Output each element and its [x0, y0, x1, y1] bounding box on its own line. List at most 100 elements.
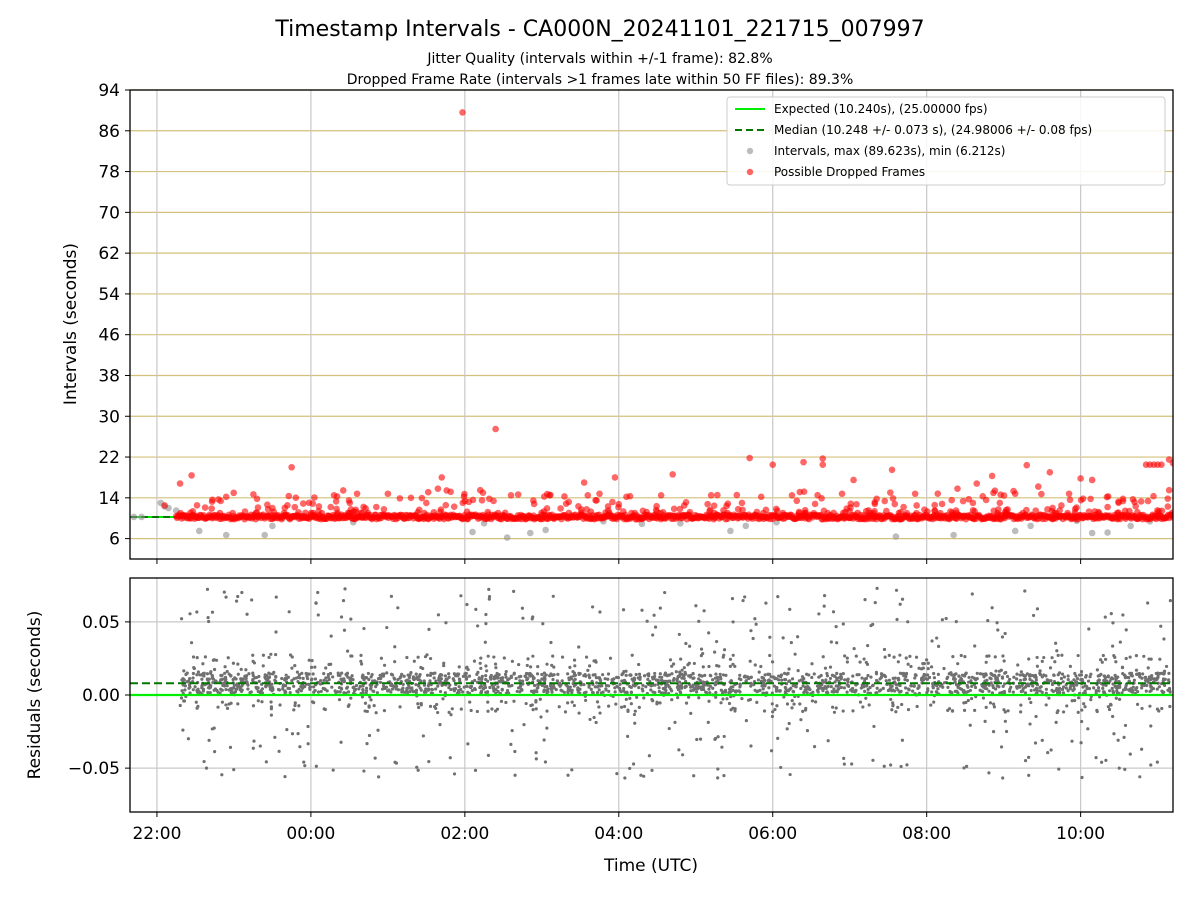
- residual-point: [211, 677, 215, 681]
- residual-point: [866, 643, 870, 648]
- residuals-y-axis-label: Residuals (seconds): [25, 611, 45, 780]
- residual-point: [861, 705, 865, 709]
- dropped-frame-point: [230, 489, 237, 497]
- residual-point: [534, 707, 538, 711]
- residual-point: [373, 679, 377, 683]
- x-tick-label: 04:00: [594, 824, 643, 844]
- residual-point: [354, 687, 358, 691]
- residual-point: [494, 666, 498, 670]
- residual-point: [1128, 671, 1132, 675]
- residual-point: [832, 710, 837, 714]
- residual-point: [801, 709, 805, 713]
- residual-point: [269, 700, 273, 704]
- residual-point: [509, 674, 513, 678]
- residual-point: [1023, 589, 1027, 593]
- residual-point: [475, 709, 479, 714]
- residual-point: [211, 680, 215, 685]
- residual-point: [484, 664, 488, 668]
- residual-point: [1065, 704, 1069, 708]
- residual-point: [964, 671, 968, 675]
- residual-point: [269, 705, 274, 709]
- legend-dropped-label: Possible Dropped Frames: [774, 165, 925, 179]
- residual-point: [504, 700, 508, 705]
- residual-point: [845, 656, 849, 660]
- residual-point: [509, 742, 513, 746]
- residual-point: [308, 687, 312, 691]
- residual-point: [255, 685, 259, 690]
- residual-point: [493, 662, 498, 666]
- residual-point: [699, 647, 704, 651]
- residual-point: [896, 688, 900, 692]
- residual-point: [788, 772, 792, 777]
- residual-point: [1102, 678, 1106, 683]
- residual-point: [269, 713, 273, 717]
- residual-point: [1035, 687, 1039, 691]
- dropped-frame-point: [1071, 505, 1079, 513]
- residual-point: [904, 656, 908, 660]
- residual-point: [862, 685, 866, 689]
- residual-point: [463, 672, 467, 676]
- residual-point: [1095, 708, 1099, 712]
- residual-point: [210, 674, 214, 678]
- residual-point: [723, 690, 728, 694]
- residual-point: [424, 690, 428, 694]
- residual-point: [728, 690, 732, 695]
- residual-point: [983, 684, 987, 688]
- residual-point: [1072, 678, 1076, 682]
- dropped-frame-point: [469, 496, 477, 504]
- residual-point: [644, 685, 648, 689]
- residual-point: [1082, 702, 1086, 706]
- dropped-frame-point: [309, 500, 317, 507]
- residual-point: [532, 691, 536, 695]
- residual-point: [584, 655, 589, 659]
- residual-point: [1168, 599, 1172, 603]
- residual-point: [1140, 747, 1144, 751]
- dropped-frame-point: [292, 494, 300, 502]
- dropped-frame-point: [1158, 461, 1165, 468]
- residual-point: [967, 680, 971, 684]
- residual-point: [657, 686, 661, 690]
- residual-point: [701, 665, 705, 669]
- residual-point: [936, 672, 940, 676]
- residual-point: [513, 773, 517, 777]
- residual-point: [225, 684, 229, 688]
- residual-point: [1027, 773, 1031, 777]
- residual-point: [479, 656, 483, 660]
- dropped-frame-point: [891, 500, 899, 508]
- residual-point: [513, 749, 517, 754]
- residual-point: [812, 672, 816, 676]
- residual-point: [892, 655, 896, 659]
- residual-point: [862, 657, 866, 661]
- residual-point: [484, 674, 488, 678]
- residual-point: [396, 606, 400, 610]
- residual-point: [1138, 675, 1142, 679]
- residual-point: [201, 662, 205, 666]
- residual-point: [761, 676, 766, 680]
- residual-point: [895, 617, 899, 622]
- residual-point: [587, 685, 591, 689]
- residual-point: [510, 729, 514, 733]
- residual-point: [1149, 657, 1153, 661]
- residual-point: [1132, 678, 1136, 682]
- residual-point: [394, 687, 398, 691]
- residual-point: [403, 690, 407, 694]
- dropped-frame-point: [1165, 486, 1173, 494]
- residual-point: [592, 659, 596, 663]
- residual-point: [684, 701, 689, 705]
- residual-point: [329, 634, 333, 638]
- residual-point: [677, 632, 681, 637]
- residual-point: [486, 700, 490, 704]
- dropped-frame-point: [318, 509, 326, 517]
- residual-point: [769, 679, 773, 683]
- residual-point: [422, 679, 426, 683]
- residual-point: [342, 679, 346, 683]
- residual-point: [449, 687, 453, 692]
- residual-point: [522, 723, 526, 727]
- residual-point: [924, 658, 929, 662]
- residual-point: [1117, 766, 1121, 770]
- residual-point: [823, 685, 828, 689]
- interval-point: [892, 533, 900, 540]
- residual-point: [180, 689, 184, 693]
- residual-point: [227, 688, 231, 692]
- residual-point: [1018, 678, 1022, 682]
